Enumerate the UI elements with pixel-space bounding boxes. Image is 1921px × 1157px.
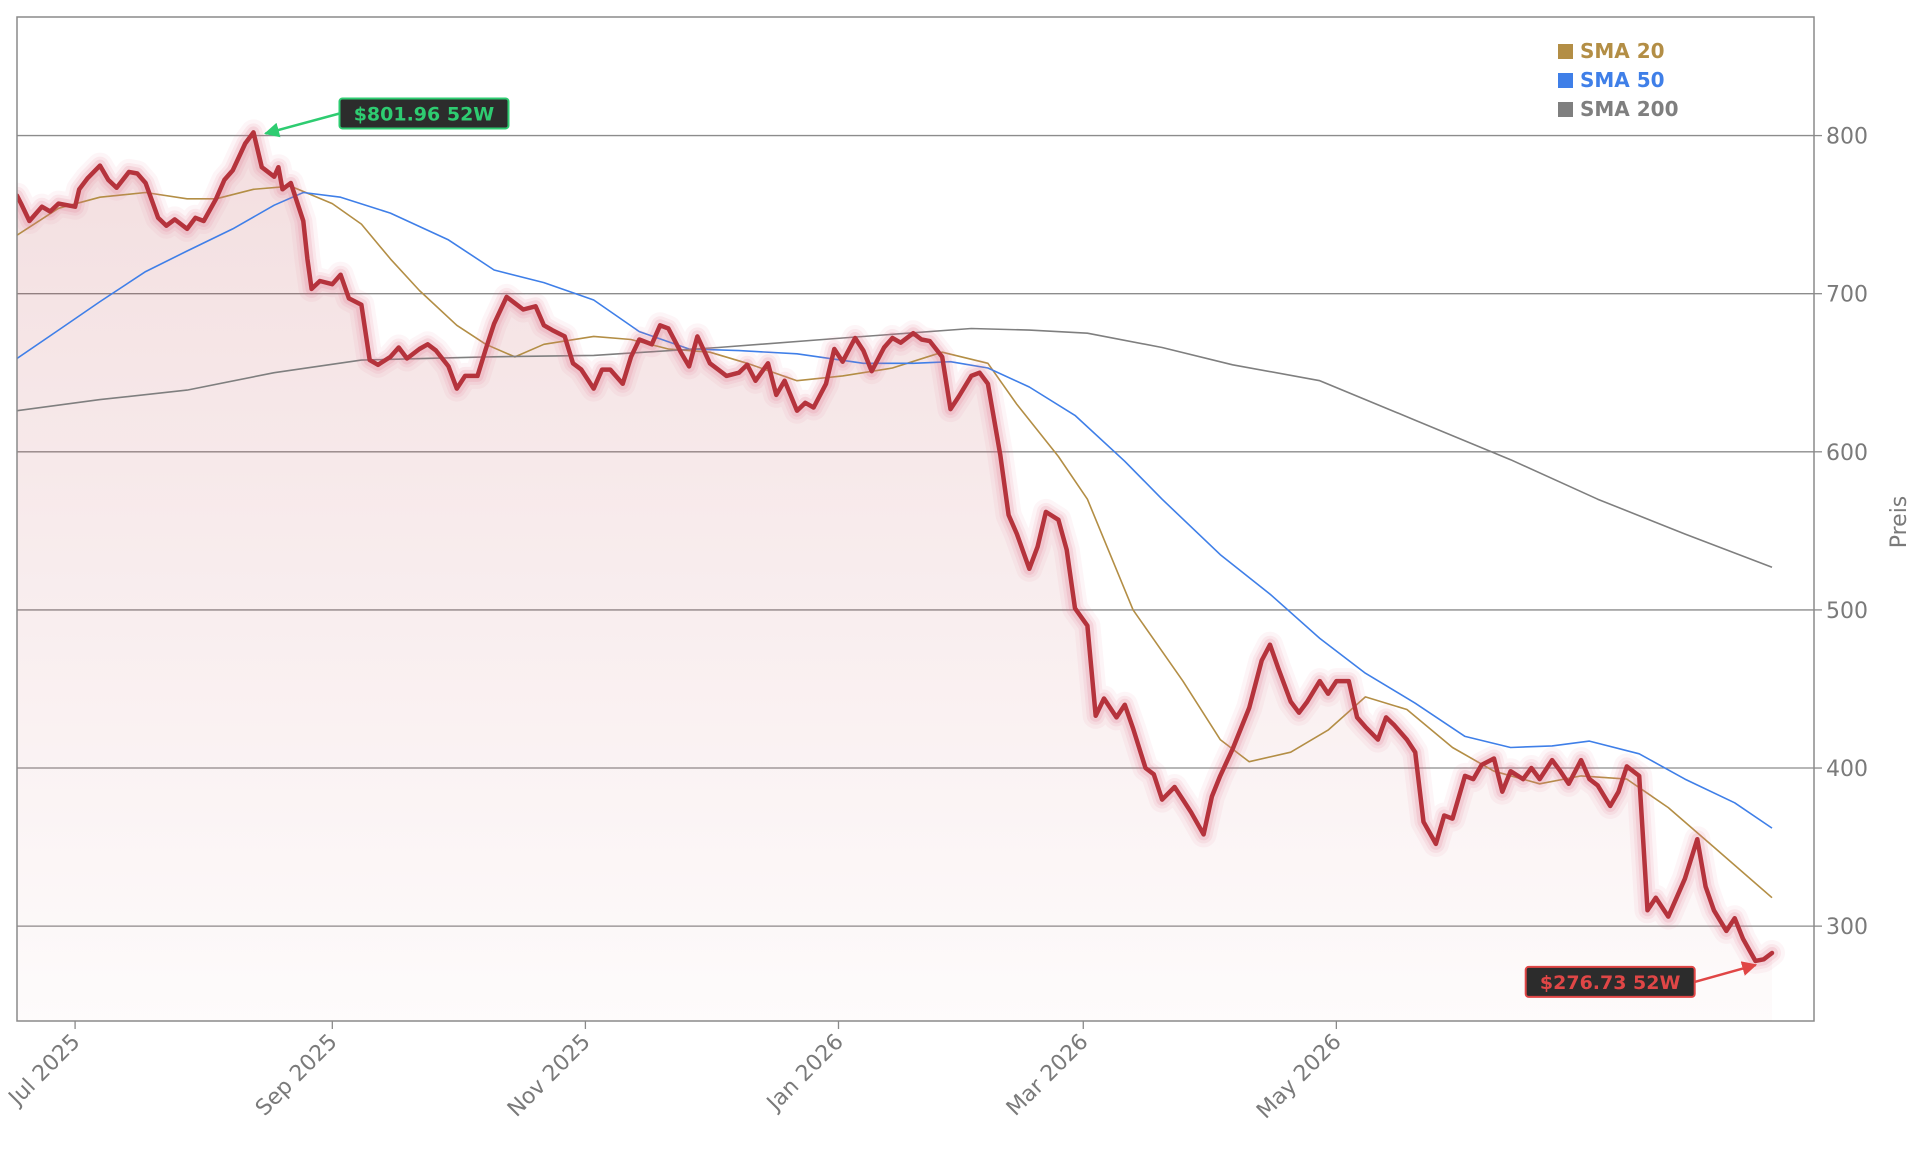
x-tick-label: Jan 2026	[761, 1030, 849, 1118]
legend-swatch-sma20	[1558, 44, 1573, 59]
y-tick-label: 600	[1826, 441, 1868, 466]
y-axis-label: Preis	[1887, 496, 1912, 549]
legend-label-sma20: SMA 20	[1580, 39, 1665, 63]
legend: SMA 20 SMA 50 SMA 200	[1558, 39, 1679, 121]
price-area	[17, 132, 1772, 1021]
legend-swatch-sma200	[1558, 102, 1573, 117]
y-tick-label: 300	[1826, 915, 1868, 940]
annotations: $801.96 52W $276.73 52W	[264, 97, 1758, 998]
line-price	[17, 130, 1775, 964]
annotation-arrow-high	[264, 112, 340, 138]
annotation-box-low	[1524, 965, 1696, 998]
plot-frame	[16, 16, 1815, 1022]
y-tick-label: 800	[1826, 125, 1868, 150]
x-tick-label: Mar 2026	[1002, 1030, 1094, 1122]
line-sma200	[17, 327, 1773, 568]
y-tick-label: 400	[1826, 757, 1868, 782]
annotation-arrow-low	[1694, 961, 1758, 984]
annotation-label-high: $801.96 52W	[354, 103, 495, 125]
x-tick-label: May 2026	[1252, 1030, 1346, 1124]
x-tick-label: Nov 2025	[503, 1030, 596, 1123]
line-sma50	[17, 191, 1773, 829]
x-tick-label: Jul 2025	[3, 1030, 85, 1112]
annotation-box-high	[338, 97, 510, 130]
legend-label-sma50: SMA 50	[1580, 68, 1665, 92]
annotation-label-low: $276.73 52W	[1540, 972, 1681, 994]
legend-label-sma200: SMA 200	[1580, 97, 1679, 121]
x-tick-label: Sep 2025	[251, 1030, 343, 1122]
y-tick-label: 700	[1826, 283, 1868, 308]
legend-swatch-sma50	[1558, 73, 1573, 88]
series-layer	[17, 119, 1785, 1021]
y-tick-label: 500	[1826, 599, 1868, 624]
